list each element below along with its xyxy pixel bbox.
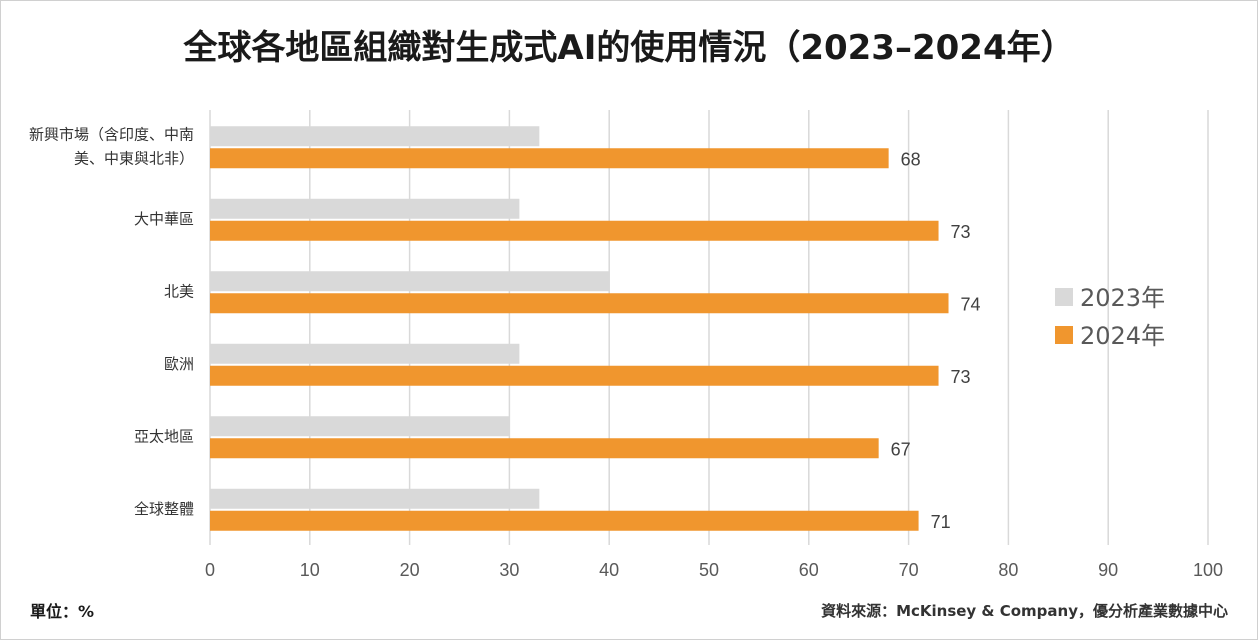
legend-swatch: [1055, 326, 1073, 344]
category-label: 北美: [164, 282, 194, 300]
bar-2024: [210, 365, 939, 386]
source-note: 資料來源：McKinsey & Company，優分析產業數據中心: [821, 602, 1228, 620]
x-tick-label: 60: [799, 560, 819, 580]
bar-2023: [210, 343, 520, 364]
data-label: 67: [891, 439, 911, 459]
bar-2024: [210, 293, 949, 314]
category-label: 全球整體: [134, 500, 194, 518]
x-tick-label: 50: [699, 560, 719, 580]
bar-2024: [210, 148, 889, 169]
bar-2023: [210, 271, 610, 292]
bars: [210, 126, 949, 531]
x-tick-label: 90: [1098, 560, 1118, 580]
legend-swatch: [1055, 288, 1073, 306]
unit-note: 單位：%: [30, 602, 95, 621]
category-label: 亞太地區: [134, 427, 194, 445]
category-label: 歐洲: [164, 355, 194, 373]
bar-2024: [210, 220, 939, 241]
category-label: 新興市場（含印度、中南: [29, 125, 194, 143]
x-tick-label: 20: [400, 560, 420, 580]
x-tick-label: 80: [998, 560, 1018, 580]
bar-2023: [210, 198, 520, 219]
data-label: 73: [951, 222, 971, 242]
bar-2023: [210, 488, 540, 509]
labels: 0 10 20 30 40 50 60 70 80 90 100 68 新興市場（含印度、中南美、中東與…: [29, 125, 1223, 580]
legend-label: 2024年: [1080, 322, 1165, 350]
data-label: 68: [901, 149, 921, 169]
x-tick-label: 70: [899, 560, 919, 580]
data-label: 74: [961, 294, 981, 314]
x-tick-label: 0: [205, 560, 215, 580]
category-label: 大中華區: [134, 210, 194, 228]
chart-title: 全球各地區組織對生成式AI的使用情況（2023–2024年）: [183, 28, 1075, 68]
x-tick-label: 30: [499, 560, 519, 580]
legend-label: 2023年: [1080, 284, 1165, 312]
bar-2024: [210, 510, 919, 531]
grid-lines: [209, 110, 1209, 545]
data-label: 71: [931, 512, 951, 532]
bar-2024: [210, 438, 879, 459]
x-tick-label: 10: [300, 560, 320, 580]
legend: 2023年 2024年: [1055, 284, 1165, 350]
bar-2023: [210, 126, 540, 147]
x-tick-label: 100: [1193, 560, 1223, 580]
bar-2023: [210, 416, 510, 437]
x-tick-label: 40: [599, 560, 619, 580]
data-label: 73: [951, 367, 971, 387]
category-label: 美、中東與北非）: [74, 149, 194, 167]
